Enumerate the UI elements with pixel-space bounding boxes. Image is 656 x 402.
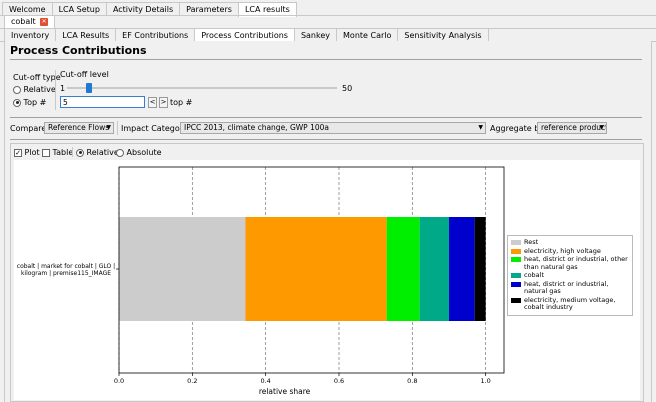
relative-radio[interactable]: Relative bbox=[13, 85, 56, 94]
impact-category-label: Impact Category: bbox=[121, 124, 190, 133]
category-label: cobalt | market for cobalt | GLO | kilog… bbox=[16, 263, 116, 277]
relative-view-radio[interactable]: Relative bbox=[76, 148, 119, 157]
tab-lca-results[interactable]: LCA results bbox=[237, 2, 297, 17]
chart-area: 0.0 0.2 0.4 0.6 0.8 1.0 relative share cobalt … bbox=[14, 160, 640, 400]
aggregate-label: Aggregate by: bbox=[490, 124, 547, 133]
impact-category-select[interactable]: IPCC 2013, climate change, GWP 100a ▼ bbox=[180, 122, 486, 134]
plot-checkbox-label: Plot bbox=[24, 148, 40, 157]
legend-label: heat, district or industrial, other than… bbox=[524, 255, 628, 271]
close-icon[interactable]: ✕ bbox=[40, 17, 49, 26]
legend-item: electricity, medium voltage, cobalt indu… bbox=[511, 295, 629, 312]
relative-view-radio-indicator[interactable] bbox=[76, 148, 84, 157]
check-icon[interactable]: ✓ bbox=[14, 148, 22, 157]
legend-item: heat, district or industrial, natural ga… bbox=[511, 279, 629, 296]
absolute-view-radio-indicator[interactable] bbox=[116, 148, 124, 157]
slider-min-label: 1 bbox=[60, 84, 66, 93]
bar-segment-4 bbox=[449, 217, 475, 321]
impact-category-value: IPCC 2013, climate change, GWP 100a bbox=[184, 123, 329, 132]
legend-label: heat, district or industrial, natural ga… bbox=[524, 279, 609, 295]
unit-label: top # bbox=[170, 98, 193, 107]
bar-segment-3 bbox=[419, 217, 449, 321]
chevron-down-icon: ▼ bbox=[599, 124, 604, 131]
tab-welcome[interactable]: Welcome bbox=[2, 2, 53, 16]
table-checkbox-box[interactable] bbox=[42, 148, 50, 157]
subtab-inventory[interactable]: Inventory bbox=[4, 28, 57, 42]
legend-label: Rest bbox=[524, 238, 539, 246]
x-tick-label-4: 0.8 bbox=[407, 377, 417, 385]
cutoff-slider-handle[interactable] bbox=[86, 83, 93, 93]
compare-select[interactable]: Reference Flows ▼ bbox=[44, 122, 114, 134]
top-radio-label: Top # bbox=[23, 98, 47, 107]
increment-button[interactable]: > bbox=[159, 97, 168, 108]
legend-swatch bbox=[511, 248, 521, 254]
subtab-lca-results[interactable]: LCA Results bbox=[55, 28, 117, 42]
subtab-ef-contributions[interactable]: EF Contributions bbox=[115, 28, 196, 42]
subtab-monte-carlo[interactable]: Monte Carlo bbox=[336, 28, 399, 42]
subtab-sensitivity-analysis[interactable]: Sensitivity Analysis bbox=[397, 28, 489, 42]
legend-swatch bbox=[511, 257, 521, 262]
plot-checkbox[interactable]: ✓ Plot bbox=[14, 148, 40, 157]
legend-item: cobalt bbox=[511, 271, 629, 280]
cutoff-level-input[interactable] bbox=[60, 96, 145, 108]
cutoff-level-label: Cut-off level bbox=[60, 70, 109, 79]
plot-frame bbox=[118, 166, 505, 374]
absolute-view-radio-label: Absolute bbox=[126, 148, 162, 157]
aggregate-select[interactable]: reference product ▼ bbox=[537, 122, 607, 134]
legend-item: heat, district or industrial, other than… bbox=[511, 255, 629, 271]
top-radio-indicator[interactable] bbox=[13, 98, 21, 107]
legend-swatch bbox=[511, 240, 521, 245]
legend: Rest electricity, high voltage heat, distr… bbox=[507, 235, 633, 316]
cutoff-slider[interactable] bbox=[67, 87, 337, 89]
bar-segment-5 bbox=[474, 217, 486, 321]
legend-label: cobalt bbox=[524, 271, 545, 279]
cutoff-type-label: Cut-off type bbox=[13, 73, 61, 82]
tab-lca-setup[interactable]: LCA Setup bbox=[51, 2, 107, 16]
compare-label: Compare: bbox=[10, 124, 49, 133]
subtab-sankey[interactable]: Sankey bbox=[293, 28, 338, 42]
legend-swatch bbox=[511, 273, 521, 278]
x-axis-label: relative share bbox=[259, 387, 311, 396]
relative-radio-label: Relative bbox=[23, 85, 56, 94]
top-radio[interactable]: Top # bbox=[13, 98, 46, 107]
legend-label: electricity, high voltage bbox=[524, 246, 601, 255]
x-tick-label-0: 0.0 bbox=[114, 377, 124, 385]
bar-segment-2 bbox=[386, 217, 420, 321]
legend-swatch bbox=[511, 281, 521, 287]
doc-tab-label: cobalt bbox=[11, 17, 36, 26]
decrement-button[interactable]: < bbox=[148, 97, 157, 108]
tab-parameters[interactable]: Parameters bbox=[179, 2, 239, 16]
page-title: Process Contributions bbox=[10, 44, 147, 57]
x-tick-label-1: 0.2 bbox=[187, 377, 197, 385]
chevron-down-icon: ▼ bbox=[106, 124, 111, 131]
x-tick-label-5: 1.0 bbox=[480, 377, 490, 385]
sub-tab-bar: Inventory LCA Results EF Contributions Proc… bbox=[4, 28, 489, 43]
document-tab-bar: cobalt ✕ bbox=[4, 15, 56, 28]
x-tick-label-3: 0.6 bbox=[334, 377, 344, 385]
legend-item: Rest bbox=[511, 238, 629, 247]
process-contribution-chart: 0.0 0.2 0.4 0.6 0.8 1.0 relative share bbox=[114, 166, 505, 396]
table-checkbox-label: Table bbox=[52, 148, 74, 157]
aggregate-select-value: reference product bbox=[541, 123, 607, 132]
x-tick-label-2: 0.4 bbox=[260, 377, 270, 385]
bar-segment-0 bbox=[119, 217, 246, 321]
main-tab-bar: Welcome LCA Setup Activity Details Paramete… bbox=[2, 2, 297, 17]
compare-select-value: Reference Flows bbox=[48, 123, 110, 132]
tab-activity-details[interactable]: Activity Details bbox=[105, 2, 181, 16]
relative-view-radio-label: Relative bbox=[86, 148, 119, 157]
legend-item: electricity, high voltage bbox=[511, 246, 629, 256]
doc-tab-cobalt[interactable]: cobalt ✕ bbox=[4, 15, 56, 28]
slider-max-label: 50 bbox=[342, 84, 353, 93]
relative-radio-indicator[interactable] bbox=[13, 85, 21, 94]
bar-segment-1 bbox=[245, 217, 387, 321]
table-checkbox[interactable]: Table bbox=[42, 148, 73, 157]
absolute-view-radio[interactable]: Absolute bbox=[116, 148, 162, 157]
chevron-down-icon: ▼ bbox=[478, 124, 483, 131]
legend-label: electricity, medium voltage, cobalt indu… bbox=[524, 295, 616, 311]
legend-swatch bbox=[511, 297, 521, 303]
